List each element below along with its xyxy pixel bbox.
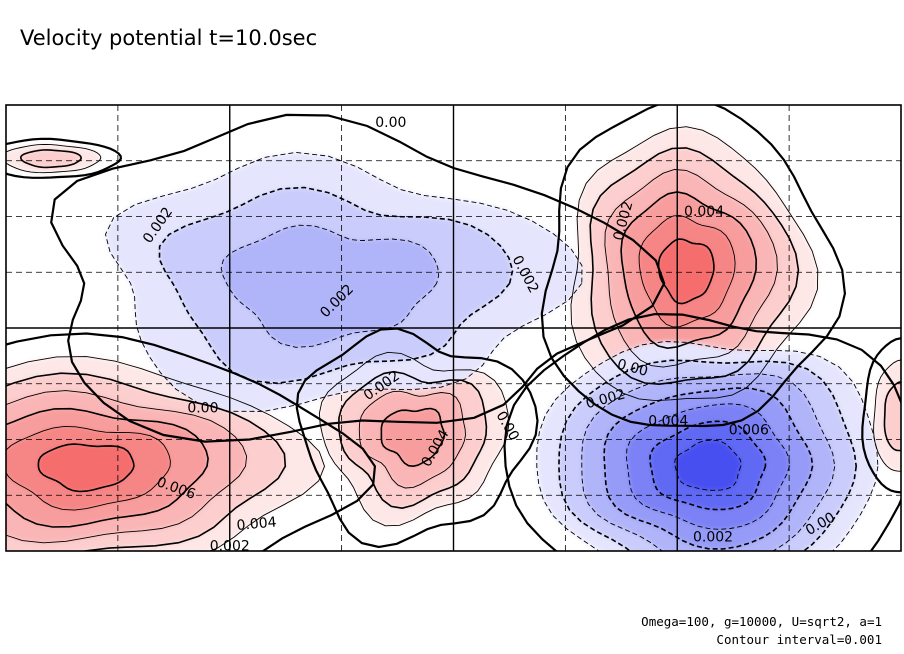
contour-line-4-1 [873,359,901,472]
contour-line-4-0 [861,337,901,494]
chart-title: Velocity potential t=10.0sec [20,26,318,50]
contour-line-5-3 [581,373,836,551]
contour-fill-6-3 [221,225,439,348]
contour-line-5-7 [674,439,742,491]
contour-line-2-0 [540,105,847,428]
contour-line-1-0 [295,327,539,549]
contour-line-2-2 [589,147,800,386]
contour-line-0-6 [37,443,135,493]
contour-fill-2-6 [658,239,714,304]
contour-line-6-3 [220,224,440,348]
contour-line-3-2 [19,149,82,169]
contour-label: 0.002 [693,530,733,546]
grid-lines [6,105,901,551]
contour-label: 0.004 [236,515,277,534]
contour-line-5-6 [648,420,767,511]
contour-line-5-5 [626,403,790,530]
contour-line-2-4 [620,191,758,350]
contour-interval-note: Contour interval=0.001 [716,632,882,647]
contour-line-2-5 [638,214,736,328]
contour-line-4-2 [883,381,901,452]
center-lines-4 [861,337,901,494]
contour-label: 0.002 [210,539,250,555]
center-lines-3 [6,137,123,179]
contour-line-3-1 [6,143,102,174]
contour-line-1-1 [318,351,510,527]
contour-line-6-1 [105,151,583,412]
contour-line-1-2 [337,370,488,510]
center-lines-2 [540,105,847,428]
center-lines-5 [503,312,901,551]
contour-label: 0.004 [684,204,724,220]
contour-fill-5-7 [674,440,742,491]
contour-line-1-4 [380,407,446,468]
contour-line-3-0 [6,137,123,179]
contour-fill-0-6 [38,444,134,492]
center-positive-3 [6,144,101,173]
contour-fill-4-2 [884,381,901,451]
contour-fill-3-2 [20,149,82,168]
center-lines-1 [295,327,539,549]
contour-line-5-4 [603,387,814,550]
center-lines-0 [6,332,377,551]
center-negative-5 [536,341,878,551]
contour-line-1-3 [358,390,466,489]
contour-line-0-0 [6,332,377,551]
contour-label: 0.004 [648,414,688,430]
contour-line-2-3 [604,169,778,368]
contour-label: 0.006 [729,423,769,439]
center-negative-6 [105,152,582,412]
contour-line-5-0 [503,312,901,551]
center-positive-0 [6,356,325,551]
parameter-note: Omega=100, g=10000, U=sqrt2, a=1 [641,614,882,629]
contour-label: 0.00 [187,400,218,416]
contour-label: 0.00 [375,115,406,131]
plot-frame [5,104,902,552]
contour-label: 0.00 [615,356,649,380]
contour-line-0-4 [6,407,209,528]
contour-line-0-3 [6,390,248,544]
filled-contours [6,126,901,551]
contour-line-0-2 [6,372,287,551]
contour-line-0-5 [6,425,171,511]
contour-line-0-1 [6,356,325,551]
contour-line-5-1 [536,341,879,551]
